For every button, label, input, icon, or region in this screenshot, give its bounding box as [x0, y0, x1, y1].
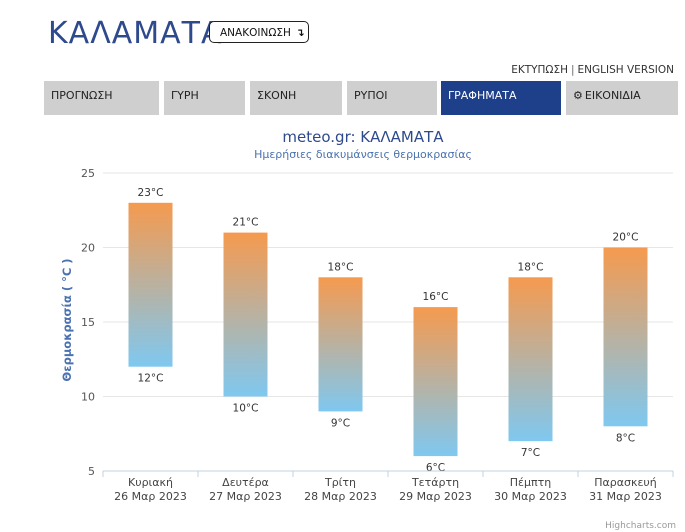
nav-tabs: ΠΡΟΓΝΩΣΗ ΓΥΡΗ ΣΚΟΝΗ ΡΥΠΟΙ ΓΡΑΦΗΜΑΤΑ ⚙ ΕΙΚ… [44, 81, 678, 115]
x-date-label: 27 Μαρ 2023 [209, 490, 282, 503]
city-title: ΚΑΛΑΜΑΤΑ [48, 16, 223, 51]
x-day-label: Πέμπτη [510, 476, 551, 489]
chart-credits[interactable]: Highcharts.com [605, 521, 676, 531]
tab-pollutants[interactable]: ΡΥΠΟΙ [347, 81, 437, 115]
min-temp-label: 8°C [616, 432, 635, 444]
y-tick-label: 25 [81, 167, 95, 180]
max-temp-label: 20°C [613, 232, 639, 244]
arrow-down-icon: ↴ [295, 27, 305, 39]
x-day-label: Κυριακή [128, 476, 173, 489]
data-labels: 23°C 12°C 21°C 10°C 18°C 9°C 16°C 6°C 18°C 7°C 20°… [138, 187, 639, 474]
y-tick-label: 15 [81, 316, 95, 329]
x-date-label: 26 Μαρ 2023 [114, 490, 187, 503]
temperature-range-bar[interactable] [508, 277, 553, 442]
tab-forecast[interactable]: ΠΡΟΓΝΩΣΗ [44, 81, 159, 115]
chart-title: meteo.gr: ΚΑΛΑΜΑΤΑ [282, 128, 444, 146]
y-tick-label: 20 [81, 242, 95, 255]
x-day-label: Δευτέρα [222, 476, 269, 489]
x-date-label: 28 Μαρ 2023 [304, 490, 377, 503]
y-axis-label: Θερμοκρασία ( °C ) [60, 258, 74, 381]
top-links: ΕΚΤΥΠΩΣΗ | ENGLISH VERSION [511, 64, 674, 76]
tab-dust[interactable]: ΣΚΟΝΗ [250, 81, 342, 115]
announcement-label: ΑΝΑΚΟΙΝΩΣΗ [220, 27, 291, 39]
link-separator: | [570, 64, 575, 76]
min-temp-label: 7°C [521, 447, 540, 459]
y-tick-label: 5 [88, 465, 95, 478]
temperature-range-bar[interactable] [603, 247, 648, 427]
bar-series [128, 202, 648, 457]
y-tick-labels: 5 10 15 20 25 [81, 167, 95, 478]
max-temp-label: 23°C [138, 187, 164, 199]
x-day-label: Τρίτη [324, 476, 356, 489]
x-date-label: 30 Μαρ 2023 [494, 490, 567, 503]
temperature-range-bar[interactable] [128, 202, 173, 367]
min-temp-label: 12°C [138, 373, 164, 385]
temperature-range-bar[interactable] [413, 307, 458, 457]
tab-widgets-label: ΕΙΚΟΝΙΔΙΑ [584, 89, 641, 102]
min-temp-label: 10°C [233, 403, 259, 415]
max-temp-label: 16°C [423, 291, 449, 303]
x-date-label: 29 Μαρ 2023 [399, 490, 472, 503]
max-temp-label: 18°C [518, 261, 544, 273]
max-temp-label: 21°C [233, 217, 259, 229]
print-link[interactable]: ΕΚΤΥΠΩΣΗ [511, 64, 568, 76]
temperature-chart: meteo.gr: ΚΑΛΑΜΑΤΑ Ημερήσιες διακυμάνσει… [60, 128, 676, 531]
min-temp-label: 6°C [426, 462, 445, 474]
tab-widgets[interactable]: ⚙ ΕΙΚΟΝΙΔΙΑ [566, 81, 678, 115]
english-version-link[interactable]: ENGLISH VERSION [577, 64, 674, 76]
tab-pollen[interactable]: ΓΥΡΗ [164, 81, 245, 115]
announcement-button[interactable]: ΑΝΑΚΟΙΝΩΣΗ ↴ [209, 21, 309, 43]
y-tick-label: 10 [81, 391, 95, 404]
grid-lines [103, 172, 673, 397]
temperature-range-bar[interactable] [223, 232, 268, 397]
x-date-label: 31 Μαρ 2023 [589, 490, 662, 503]
min-temp-label: 9°C [331, 417, 350, 429]
x-day-label: Τετάρτη [411, 476, 459, 489]
temperature-range-bar[interactable] [318, 277, 363, 412]
max-temp-label: 18°C [328, 261, 354, 273]
chart-subtitle: Ημερήσιες διακυμάνσεις θερμοκρασίας [254, 148, 472, 161]
x-day-label: Παρασκευή [594, 476, 657, 489]
tab-charts[interactable]: ΓΡΑΦΗΜΑΤΑ [441, 81, 561, 115]
gear-icon: ⚙ [573, 89, 583, 102]
